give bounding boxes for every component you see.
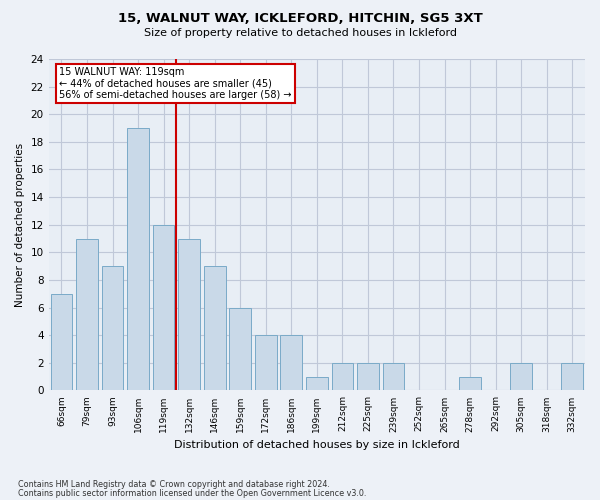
Text: Contains HM Land Registry data © Crown copyright and database right 2024.: Contains HM Land Registry data © Crown c…: [18, 480, 330, 489]
Bar: [357, 363, 379, 390]
X-axis label: Distribution of detached houses by size in Ickleford: Distribution of detached houses by size …: [174, 440, 460, 450]
Text: Contains public sector information licensed under the Open Government Licence v3: Contains public sector information licen…: [18, 488, 367, 498]
Bar: [255, 335, 277, 390]
Text: 15 WALNUT WAY: 119sqm
← 44% of detached houses are smaller (45)
56% of semi-deta: 15 WALNUT WAY: 119sqm ← 44% of detached …: [59, 68, 292, 100]
Y-axis label: Number of detached properties: Number of detached properties: [15, 142, 25, 307]
Bar: [127, 128, 149, 390]
Bar: [459, 376, 481, 390]
Bar: [306, 376, 328, 390]
Bar: [510, 363, 532, 390]
Bar: [280, 335, 302, 390]
Bar: [229, 308, 251, 390]
Text: 15, WALNUT WAY, ICKLEFORD, HITCHIN, SG5 3XT: 15, WALNUT WAY, ICKLEFORD, HITCHIN, SG5 …: [118, 12, 482, 26]
Bar: [383, 363, 404, 390]
Bar: [101, 266, 124, 390]
Bar: [562, 363, 583, 390]
Bar: [178, 238, 200, 390]
Bar: [332, 363, 353, 390]
Text: Size of property relative to detached houses in Ickleford: Size of property relative to detached ho…: [143, 28, 457, 38]
Bar: [76, 238, 98, 390]
Bar: [204, 266, 226, 390]
Bar: [50, 294, 72, 390]
Bar: [153, 224, 175, 390]
